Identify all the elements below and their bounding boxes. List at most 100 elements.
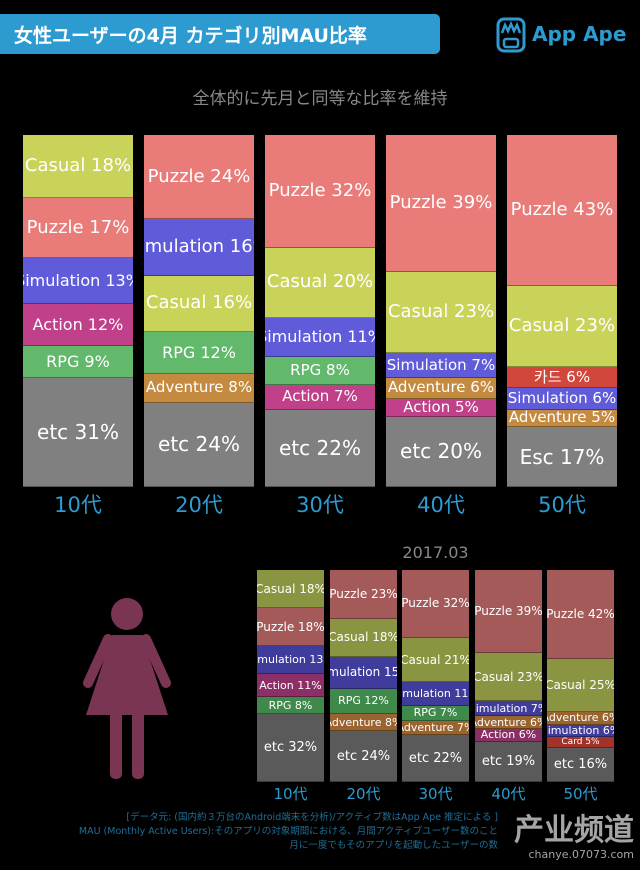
data-label: Casual 23% (387, 301, 495, 323)
bar-segment-etc: etc 32% (257, 714, 324, 782)
data-label: Adventure 8% (145, 378, 253, 397)
data-label: Simulation 15% (330, 665, 397, 680)
data-label: Esc 17% (519, 444, 605, 469)
bar-segment-puzzle: Puzzle 18% (257, 608, 324, 647)
data-label: Simulation 11% (265, 326, 375, 346)
page-title: 女性ユーザーの4月 カテゴリ別MAU比率 (0, 14, 440, 54)
data-label: etc 22% (279, 435, 361, 460)
data-label: Casual 25% (547, 678, 614, 693)
data-label: Puzzle 39% (475, 603, 542, 618)
x-tick-label: 10代 (273, 785, 308, 803)
data-label: Casual 18% (330, 630, 397, 645)
bar-segment-casual: Casual 18% (330, 618, 397, 657)
data-label: Casual 20% (266, 271, 374, 293)
x-tick-label: 50代 (538, 493, 586, 517)
data-label: Adventure 6% (547, 712, 614, 725)
data-label: Casual 23% (475, 669, 542, 684)
data-label: Adventure 5% (508, 409, 616, 427)
data-label: etc 19% (481, 753, 536, 769)
x-tick-label: 50代 (563, 785, 598, 803)
data-label: Simulation 16% (144, 236, 254, 258)
bar-segment-rpg: RPG 12% (330, 688, 397, 715)
bar-segment-adventure: Adventure 8% (330, 714, 397, 732)
bar-segment-etc: etc 19% (475, 741, 542, 782)
bar-segment-action: Action 6% (475, 729, 542, 742)
data-label: Simulation 6% (547, 724, 614, 738)
data-label: Action 12% (32, 314, 124, 334)
data-label: Card 5% (561, 737, 600, 747)
data-label: RPG 12% (338, 694, 389, 708)
bar-segment-etc: etc 22% (402, 735, 469, 782)
bar-segment-adventure: Adventure 6% (547, 712, 614, 725)
bar-segment-puzzle: Puzzle 39% (475, 570, 542, 653)
x-tick-label: 20代 (175, 493, 223, 517)
data-label: Puzzle 42% (547, 607, 614, 622)
bar-segment-puzzle: Puzzle 42% (547, 570, 614, 660)
bar-segment-action: Action 5% (386, 399, 496, 417)
data-label: RPG 8% (290, 360, 350, 379)
footer-mau-definition: MAU (Monthly Active Users):そのアプリの対象期間におけ… (78, 826, 498, 837)
bar-segment-rpg: RPG 8% (257, 697, 324, 715)
watermark-url: chanye.07073.com (528, 848, 635, 861)
bar-segment-simulation: Simulation 13% (23, 258, 133, 304)
data-label: etc 24% (158, 432, 240, 457)
bar-segment-etc: etc 31% (23, 377, 133, 487)
bar-segment-puzzle: Puzzle 39% (386, 135, 496, 273)
data-label: Puzzle 23% (330, 586, 397, 601)
data-label: Action 6% (480, 729, 537, 742)
bar-segment-puzzle: Puzzle 17% (23, 198, 133, 259)
data-label: RPG 9% (46, 351, 110, 371)
bar-segment-rpg: RPG 9% (23, 346, 133, 378)
x-tick-label: 30代 (296, 493, 344, 517)
data-label: Adventure 7% (402, 720, 469, 734)
bar-segment-etc: etc 16% (547, 748, 614, 782)
data-label: etc 22% (408, 750, 463, 766)
bar-segment-casual: Casual 23% (386, 272, 496, 354)
ape-face-icon (496, 17, 526, 53)
bar-segment-rpg: RPG 12% (144, 332, 254, 375)
app-ape-logo: App Ape (496, 15, 626, 53)
data-label: Action 7% (282, 387, 358, 406)
bar-segment-action: Action 12% (23, 303, 133, 347)
bar-segment-rpg: RPG 8% (265, 356, 375, 385)
bar-segment-action: Action 7% (265, 384, 375, 410)
bar-segment-puzzle: Puzzle 43% (507, 135, 617, 287)
data-label: Puzzle 17% (26, 216, 130, 238)
data-label: etc 16% (553, 757, 608, 773)
bar-segment-simulation: Simulation 15% (330, 656, 397, 689)
footer-notes: [データ元: (国内約３万台のAndroid端末を分析)/アクティブ数はApp … (4, 811, 498, 853)
bar-segment-action: Action 11% (257, 673, 324, 698)
data-label: Adventure 6% (387, 378, 495, 397)
data-label: Casual 16% (145, 292, 253, 314)
woman-icon (83, 598, 171, 779)
data-label: etc 20% (400, 439, 482, 464)
data-label: Puzzle 24% (147, 165, 251, 187)
bar-segment-adventure: Adventure 5% (507, 409, 617, 428)
bar-segment-casual: Casual 25% (547, 659, 614, 713)
bar-segment-etc: etc 24% (330, 731, 397, 782)
bar-segment-casual: Casual 21% (402, 637, 469, 683)
data-label: Puzzle 43% (510, 199, 614, 221)
data-label: Simulation 13% (257, 653, 324, 667)
data-label: etc 24% (336, 748, 391, 764)
data-label: RPG 12% (162, 342, 236, 362)
bar-segment-rpg: RPG 7% (402, 705, 469, 721)
x-tick-label: 40代 (491, 785, 526, 803)
bar-segment-casual: Casual 16% (144, 275, 254, 333)
bar-segment-casual: Casual 20% (265, 247, 375, 319)
bar-segment-simulation: Simulation 6% (547, 724, 614, 738)
bar-segment-simulation: Simulation 11% (265, 318, 375, 357)
bar-segment-adventure: Adventure 6% (475, 716, 542, 729)
bar-segment-etc: etc 24% (144, 402, 254, 487)
data-label: Simulation 6% (507, 388, 617, 407)
data-label: Puzzle 32% (268, 179, 372, 201)
bar-segment-simulation: Simulation 7% (386, 353, 496, 378)
data-label: Casual 18% (24, 155, 132, 177)
footer-mau-detail: 月に一度でもそのアプリを起動したユーザーの数 (289, 840, 498, 851)
bar-segment-adventure: Adventure 7% (402, 720, 469, 736)
bar-segment-casual: Casual 23% (475, 652, 542, 702)
bar-segment-카드: 카드 6% (507, 367, 617, 389)
data-label: etc 32% (263, 740, 318, 756)
data-label: Simulation 7% (386, 355, 496, 374)
previous-chart-title: 2017.03 (402, 543, 469, 562)
